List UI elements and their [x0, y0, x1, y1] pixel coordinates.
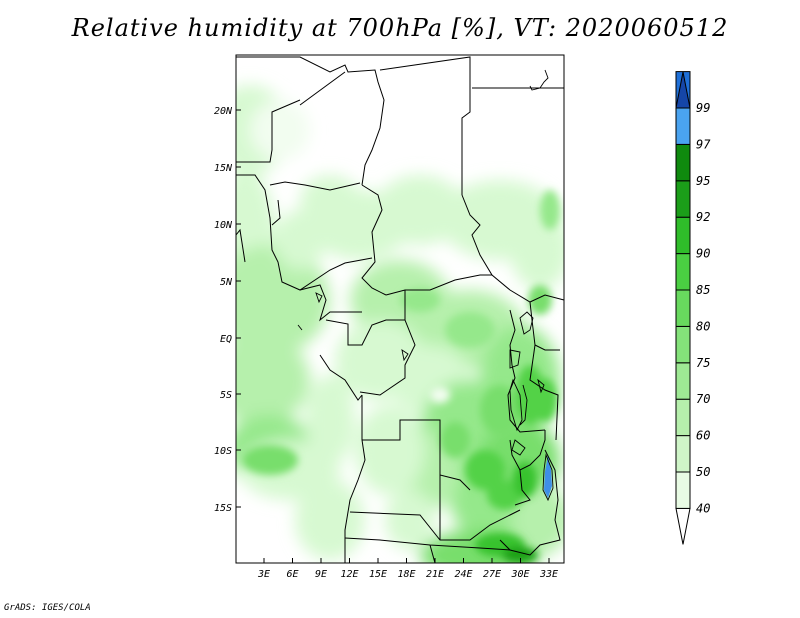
lon-label: 18E: [397, 569, 415, 580]
humidity-patch: [440, 422, 470, 458]
colorbar-label: 60: [696, 429, 710, 443]
colorbar-label: 90: [696, 247, 710, 261]
lat-label: 5S: [220, 390, 232, 401]
colorbar-segment: [675, 289, 691, 327]
humidity-patch: [528, 285, 552, 315]
colorbar-segment: [675, 435, 691, 473]
colorbar-segment: [675, 107, 691, 145]
humidity-patch: [513, 462, 537, 498]
lat-label: EQ: [220, 334, 232, 345]
lat-label: 15N: [214, 163, 233, 174]
humidity-patch: [510, 210, 564, 290]
colorbar: 40 50 60 70 75 80 85 90 92 95 97 99: [675, 71, 711, 545]
colorbar-segment: [675, 398, 691, 437]
colorbar-label: 99: [696, 101, 710, 115]
humidity-patch: [465, 450, 505, 490]
lakes: [297, 69, 554, 502]
colorbar-label: 85: [696, 283, 710, 297]
lon-label: 33E: [539, 569, 558, 580]
lat-label: 20N: [214, 106, 233, 117]
colorbar-label: 70: [696, 392, 710, 406]
lon-label: 27E: [483, 569, 501, 580]
colorbar-label: 50: [696, 465, 710, 479]
humidity-patch: [236, 245, 330, 355]
colorbar-segment: [675, 253, 691, 291]
chart-title: Relative humidity at 700hPa [%], VT: 202…: [71, 14, 729, 42]
map-frame: [235, 54, 565, 564]
lat-label: 15S: [214, 503, 232, 514]
country-borders: [235, 56, 565, 564]
humidity-patch: [305, 375, 355, 465]
lon-label: 15E: [369, 569, 387, 580]
colorbar-label: 40: [696, 501, 710, 515]
humidity-patch: [275, 210, 325, 270]
humidity-patch: [355, 405, 425, 495]
lat-label: 10N: [214, 220, 233, 231]
humidity-patch: [502, 547, 538, 563]
colorbar-bottom-cap: [675, 507, 691, 545]
lon-label: 3E: [257, 569, 270, 580]
humidity-patch: [533, 378, 557, 422]
lon-label: 30E: [510, 569, 529, 580]
humidity-patch: [300, 175, 360, 225]
grads-credit: GrADS: IGES/COLA: [4, 603, 91, 613]
humidity-patch: [242, 445, 298, 475]
lat-label: 10S: [214, 446, 232, 457]
humidity-patch: [430, 387, 450, 403]
lon-label: 12E: [340, 569, 358, 580]
lon-label: 24E: [454, 569, 472, 580]
humidity-patch: [540, 190, 560, 230]
colorbar-label: 97: [696, 137, 711, 151]
lon-label: 6E: [286, 569, 298, 580]
humidity-patch: [445, 312, 495, 348]
humidity-field: [236, 55, 564, 563]
humidity-patch: [250, 100, 310, 160]
humidity-patch: [295, 480, 365, 560]
colorbar-label: 75: [696, 356, 710, 370]
humidity-patch: [236, 335, 310, 425]
colorbar-segment: [675, 180, 691, 218]
colorbar-segment: [675, 471, 691, 509]
humidity-patch: [385, 490, 435, 550]
colorbar-top-cap: [675, 71, 691, 109]
colorbar-label: 80: [696, 319, 710, 333]
colorbar-label: 92: [696, 210, 710, 224]
humidity-patch: [400, 288, 440, 312]
lat-label: 5N: [220, 277, 233, 288]
latitude-axis: 20N 15N 10N 5N EQ 5S 10S 15S: [214, 106, 241, 514]
longitude-axis: 3E 6E 9E 12E 15E 18E 21E 24E 27E 30E 33E: [257, 558, 558, 580]
colorbar-segment: [675, 325, 691, 364]
lon-label: 21E: [426, 569, 444, 580]
humidity-patch: [487, 480, 523, 510]
lon-label: 9E: [315, 569, 327, 580]
colorbar-segment: [675, 362, 691, 400]
colorbar-segment: [675, 216, 691, 255]
colorbar-segment: [675, 143, 691, 182]
colorbar-label: 95: [696, 174, 710, 188]
humidity-patch: [480, 385, 520, 435]
